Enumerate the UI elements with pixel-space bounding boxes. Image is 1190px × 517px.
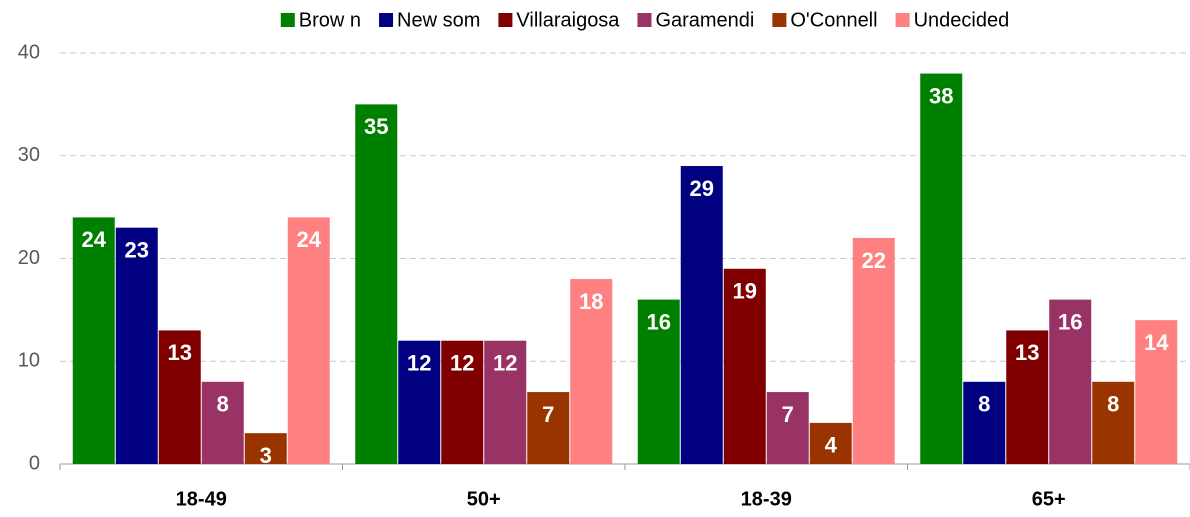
data-label: 7	[782, 402, 794, 427]
y-tick-label: 20	[18, 247, 40, 269]
legend-swatch	[772, 13, 787, 27]
x-tick-label: 18-39	[741, 488, 792, 510]
bar	[570, 279, 613, 464]
bar	[809, 422, 852, 464]
y-tick-label: 40	[18, 41, 40, 63]
data-label: 24	[82, 227, 107, 252]
bar	[963, 381, 1006, 464]
bar	[920, 73, 963, 465]
bar	[244, 433, 287, 464]
bar	[158, 330, 201, 464]
data-label: 23	[125, 237, 149, 262]
data-label: 16	[1058, 309, 1082, 334]
bar	[1006, 330, 1049, 464]
data-label: 29	[690, 176, 714, 201]
x-tick-label: 50+	[467, 488, 501, 510]
data-label: 38	[929, 83, 953, 108]
legend-swatch	[379, 13, 394, 27]
data-label: 3	[260, 443, 272, 468]
data-label: 13	[168, 340, 192, 365]
legend-label: Undecided	[914, 9, 1010, 31]
bar	[72, 217, 115, 464]
data-label: 14	[1144, 330, 1169, 355]
legend-swatch	[280, 13, 295, 27]
legend-label: O'Connell	[790, 9, 877, 31]
bar	[723, 268, 766, 464]
bar	[1135, 320, 1178, 464]
bar	[1092, 381, 1135, 464]
data-label: 35	[364, 114, 388, 139]
data-label: 13	[1015, 340, 1039, 365]
data-label: 8	[1107, 392, 1119, 417]
x-tick-label: 65+	[1032, 488, 1066, 510]
y-tick-label: 30	[18, 144, 40, 166]
legend-label: Villaraigosa	[516, 9, 620, 31]
data-label: 16	[647, 309, 671, 334]
data-label: 7	[542, 402, 554, 427]
data-label: 18	[579, 289, 603, 314]
data-label: 12	[407, 351, 431, 376]
legend-label: Garamendi	[655, 9, 754, 31]
bar	[766, 392, 809, 464]
data-label: 12	[493, 351, 517, 376]
legend-swatch	[498, 13, 513, 27]
data-label: 24	[297, 227, 322, 252]
bar	[441, 340, 484, 464]
bar	[1049, 299, 1092, 464]
legend-swatch	[895, 13, 910, 27]
bar	[355, 104, 398, 464]
bar	[680, 166, 723, 464]
data-label: 8	[217, 392, 229, 417]
x-tick-label: 18-49	[176, 488, 227, 510]
bar	[398, 340, 441, 464]
bar	[484, 340, 527, 464]
bar	[527, 392, 570, 464]
bar	[201, 381, 244, 464]
bar	[852, 237, 895, 464]
data-label: 19	[733, 279, 757, 304]
bar	[637, 299, 680, 464]
data-label: 12	[450, 351, 474, 376]
legend-label: New som	[397, 9, 480, 31]
data-label: 8	[978, 392, 990, 417]
legend-swatch	[637, 13, 652, 27]
y-tick-label: 0	[29, 452, 40, 474]
data-label: 4	[825, 433, 838, 458]
bar	[115, 227, 158, 464]
bar	[287, 217, 330, 464]
legend-label: Brow n	[299, 9, 361, 31]
y-tick-label: 10	[18, 350, 40, 372]
data-label: 22	[862, 248, 886, 273]
